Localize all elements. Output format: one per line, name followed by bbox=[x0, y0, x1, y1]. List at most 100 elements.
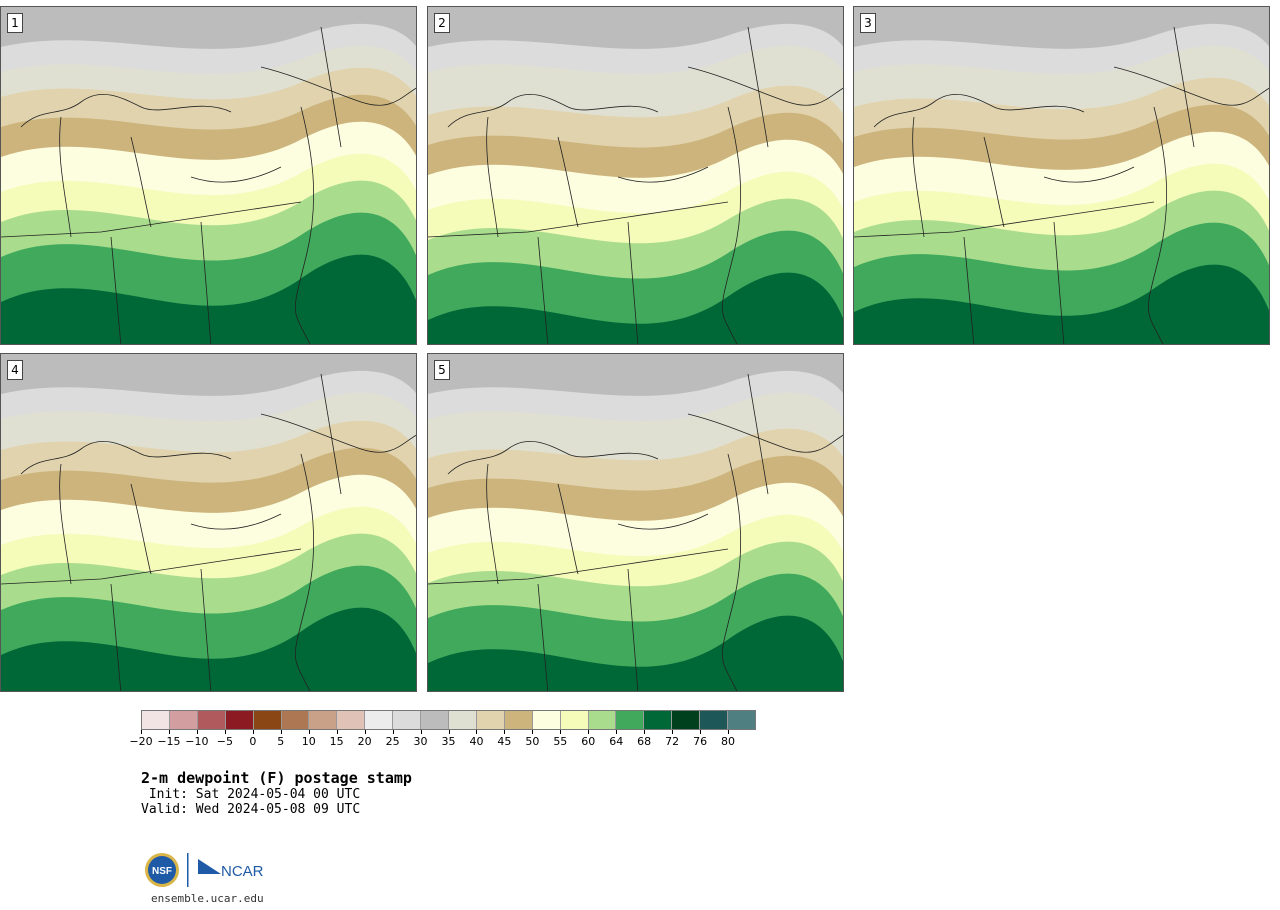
dewpoint-map-3 bbox=[854, 7, 1269, 344]
boundary-line bbox=[200, 568, 212, 691]
nsf-ncar-logo: NSF NCAR bbox=[145, 853, 264, 887]
colorbar-swatch bbox=[421, 711, 449, 729]
dewpoint-band bbox=[428, 272, 843, 344]
colorbar-swatch bbox=[393, 711, 422, 729]
colorbar-swatch bbox=[448, 711, 477, 729]
colorbar-swatch bbox=[253, 711, 282, 729]
colorbar-swatch bbox=[504, 711, 533, 729]
colorbar-tick-label: 60 bbox=[581, 735, 596, 748]
colorbar-tick bbox=[392, 730, 394, 734]
boundary-line bbox=[912, 116, 925, 238]
panel-label: 4 bbox=[7, 360, 23, 380]
colorbar-tick-label: 55 bbox=[553, 735, 568, 748]
boundary-line bbox=[1147, 106, 1168, 344]
colorbar-tick-label: −5 bbox=[216, 735, 233, 748]
boundary-line bbox=[110, 236, 122, 344]
colorbar-tick-label: 25 bbox=[385, 735, 400, 748]
boundary-line bbox=[20, 94, 232, 128]
boundary-line bbox=[617, 166, 709, 183]
colorbar bbox=[141, 710, 756, 730]
boundary-line bbox=[1173, 26, 1195, 148]
colorbar-tick-label: 80 bbox=[721, 735, 736, 748]
colorbar-swatch bbox=[672, 711, 701, 729]
boundary-line bbox=[1, 201, 302, 238]
boundary-line bbox=[627, 221, 639, 344]
dewpoint-band bbox=[428, 615, 843, 691]
colorbar-tick bbox=[532, 730, 534, 734]
colorbar-tick-label: 30 bbox=[413, 735, 428, 748]
boundary-line bbox=[260, 66, 416, 106]
boundary-line bbox=[320, 373, 342, 495]
colorbar-tick bbox=[616, 730, 618, 734]
colorbar-tick bbox=[700, 730, 702, 734]
boundary-line bbox=[294, 106, 315, 344]
plot-title: 2-m dewpoint (F) postage stamp bbox=[141, 769, 412, 787]
panel-label: 5 bbox=[434, 360, 450, 380]
colorbar-tick bbox=[168, 730, 170, 734]
panel-label: 2 bbox=[434, 13, 450, 33]
colorbar-tick bbox=[280, 730, 282, 734]
colorbar-tick bbox=[308, 730, 310, 734]
colorbar-swatch bbox=[281, 711, 310, 729]
colorbar-tick-label: 50 bbox=[525, 735, 540, 748]
boundary-line bbox=[447, 441, 659, 475]
boundary-line bbox=[447, 94, 659, 128]
boundary-line bbox=[428, 548, 729, 585]
boundary-line bbox=[130, 483, 152, 575]
colorbar-tick-label: 35 bbox=[441, 735, 456, 748]
boundary-line bbox=[983, 136, 1005, 228]
footer-url: ensemble.ucar.edu bbox=[151, 892, 264, 905]
colorbar-tick-label: −20 bbox=[129, 735, 153, 748]
colorbar-tick bbox=[252, 730, 254, 734]
colorbar-swatch bbox=[644, 711, 673, 729]
colorbar-tick-label: 40 bbox=[469, 735, 484, 748]
colorbar-tick bbox=[476, 730, 478, 734]
ncar-logo-mark bbox=[198, 859, 221, 874]
dewpoint-map-5 bbox=[428, 354, 843, 691]
colorbar-tick-label: 15 bbox=[329, 735, 344, 748]
colorbar-swatch bbox=[169, 711, 198, 729]
colorbar-swatch bbox=[337, 711, 366, 729]
colorbar-tick bbox=[364, 730, 366, 734]
boundary-line bbox=[687, 413, 843, 453]
boundary-line bbox=[486, 463, 499, 585]
panel-label: 3 bbox=[860, 13, 876, 33]
map-panel-3: 3 bbox=[853, 6, 1270, 345]
init-time: Init: Sat 2024-05-04 00 UTC bbox=[141, 787, 361, 802]
title-block: 2-m dewpoint (F) postage stamp Init: Sat… bbox=[141, 769, 412, 817]
colorbar-tick bbox=[672, 730, 674, 734]
boundary-line bbox=[59, 463, 72, 585]
logo-divider bbox=[187, 853, 189, 887]
colorbar-tick bbox=[420, 730, 422, 734]
colorbar-tick-label: −10 bbox=[185, 735, 209, 748]
colorbar-tick-label: 5 bbox=[277, 735, 285, 748]
colorbar-ticks: −20 −15 −10 −5 0 5 10 15 20 25 30 35 40 45 50 55 60 64 68 7… bbox=[129, 730, 756, 750]
boundary-line bbox=[873, 94, 1085, 128]
nsf-logo-text: NSF bbox=[152, 866, 172, 877]
boundary-line bbox=[190, 166, 282, 183]
boundary-line bbox=[537, 583, 549, 691]
boundary-line bbox=[537, 236, 549, 344]
map-panel-4: 4 bbox=[0, 353, 417, 692]
boundary-line bbox=[320, 26, 342, 148]
valid-time: Valid: Wed 2024-05-08 09 UTC bbox=[141, 802, 361, 817]
boundary-line bbox=[1113, 66, 1269, 106]
colorbar-swatch bbox=[616, 711, 645, 729]
boundary-line bbox=[486, 116, 499, 238]
boundary-line bbox=[1043, 166, 1135, 183]
colorbar-tick bbox=[196, 730, 198, 734]
dewpoint-map-4 bbox=[1, 354, 416, 691]
dewpoint-band bbox=[1, 254, 416, 344]
boundary-line bbox=[110, 583, 122, 691]
colorbar-swatch bbox=[197, 711, 226, 729]
colorbar-tick-label: 76 bbox=[693, 735, 708, 748]
colorbar-tick-label: 20 bbox=[357, 735, 372, 748]
map-panel-5: 5 bbox=[427, 353, 844, 692]
logos: NSF NCAR bbox=[143, 850, 283, 890]
colorbar-tick bbox=[560, 730, 562, 734]
colorbar-tick-label: 10 bbox=[301, 735, 316, 748]
colorbar-tick-label: 68 bbox=[637, 735, 652, 748]
boundary-line bbox=[1, 548, 302, 585]
panel-label: 1 bbox=[7, 13, 23, 33]
colorbar-swatch bbox=[588, 711, 617, 729]
